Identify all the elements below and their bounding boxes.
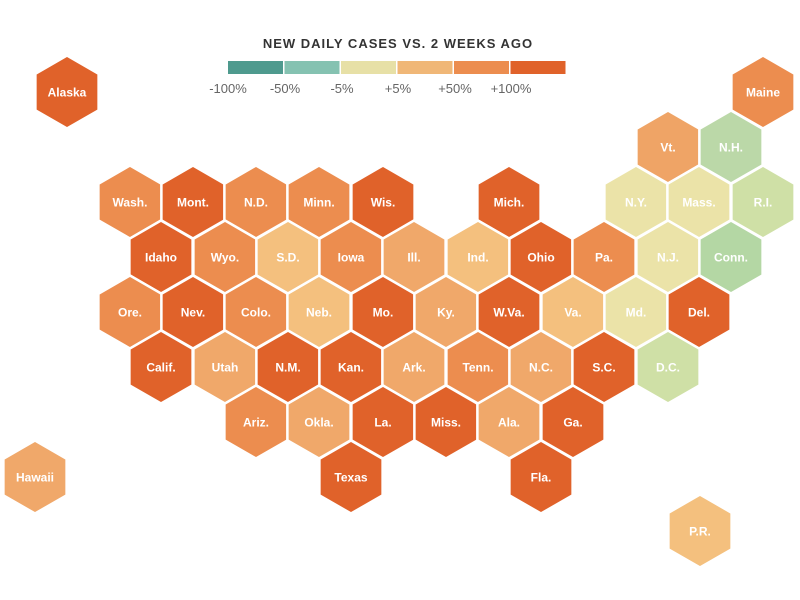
state-label: Alaska (48, 86, 87, 100)
state-hex-shape (667, 493, 733, 569)
state-label: Ala. (498, 416, 520, 430)
state-label: Wash. (113, 196, 148, 210)
state-label: Kan. (338, 361, 364, 375)
legend-swatch-p100 (510, 61, 566, 74)
state-label: S.D. (276, 251, 299, 265)
state-label: Ark. (402, 361, 425, 375)
legend-title: NEW DAILY CASES VS. 2 WEEKS AGO (263, 36, 533, 51)
state-label: Ohio (527, 251, 554, 265)
state-label: Md. (626, 306, 647, 320)
state-label: N.D. (244, 196, 268, 210)
state-label: Wyo. (211, 251, 239, 265)
state-hex-hawaii: Hawaii (2, 439, 68, 515)
legend-label: -100% (209, 81, 247, 96)
state-label: Texas (334, 471, 367, 485)
state-hex-d-c: D.C. (635, 329, 701, 405)
state-label: Utah (212, 361, 239, 375)
legend-swatch-p50 (454, 61, 509, 74)
state-label: Ill. (407, 251, 420, 265)
state-label: Neb. (306, 306, 332, 320)
state-label: Calif. (146, 361, 175, 375)
state-label: S.C. (592, 361, 615, 375)
state-hex-p-r: P.R. (667, 493, 733, 569)
state-label: Ind. (467, 251, 488, 265)
state-label: W.Va. (493, 306, 524, 320)
state-label: Tenn. (462, 361, 493, 375)
state-label: N.Y. (625, 196, 647, 210)
state-label: Ga. (563, 416, 582, 430)
state-label: Minn. (303, 196, 334, 210)
state-label: Conn. (714, 251, 748, 265)
state-hex-n-y: N.Y. (603, 164, 669, 240)
state-hex-texas: Texas (318, 439, 384, 515)
state-label: R.I. (754, 196, 773, 210)
state-hex-alaska: Alaska (34, 54, 100, 130)
state-hex-shape (635, 329, 701, 405)
state-label: Ariz. (243, 416, 269, 430)
state-label: Wis. (371, 196, 396, 210)
legend-label: -5% (330, 81, 354, 96)
legend-label: +100% (491, 81, 532, 96)
color-legend: NEW DAILY CASES VS. 2 WEEKS AGO -100% -50… (209, 36, 566, 96)
legend-labels: -100% -50% -5% +5% +50% +100% (209, 81, 532, 96)
state-hex-maine: Maine (730, 54, 796, 130)
state-hex-shape (318, 439, 384, 515)
state-hex-conn: Conn. (698, 219, 764, 295)
legend-label: +5% (385, 81, 412, 96)
state-label: Hawaii (16, 471, 54, 485)
state-label: Mo. (373, 306, 394, 320)
state-label: Mass. (682, 196, 715, 210)
state-label: Mont. (177, 196, 209, 210)
state-label: Miss. (431, 416, 461, 430)
state-label: Ore. (118, 306, 142, 320)
state-label: Vt. (660, 141, 675, 155)
state-hex-fla: Fla. (508, 439, 574, 515)
state-label: D.C. (656, 361, 680, 375)
state-label: Idaho (145, 251, 177, 265)
state-hex-n-j: N.J. (635, 219, 701, 295)
state-label: Mich. (494, 196, 525, 210)
state-label: Iowa (338, 251, 365, 265)
state-hex-wis: Wis. (350, 164, 416, 240)
state-label: Ky. (437, 306, 455, 320)
state-label: N.M. (275, 361, 300, 375)
state-label: Maine (746, 86, 780, 100)
state-label: Del. (688, 306, 710, 320)
state-hex-shape (34, 54, 100, 130)
legend-swatch-n5 (341, 61, 396, 74)
state-hex-shape (2, 439, 68, 515)
state-label: N.C. (529, 361, 553, 375)
state-hexagons: Alaska Maine Vt. N.H. Wash. Mont. N.D. Minn. Wis… (2, 54, 796, 569)
state-label: Pa. (595, 251, 613, 265)
legend-swatch-p5 (397, 61, 453, 74)
state-hex-ga: Ga. (540, 384, 606, 460)
state-label: P.R. (689, 525, 711, 539)
state-label: N.H. (719, 141, 743, 155)
state-hex-shape (508, 439, 574, 515)
state-label: Va. (564, 306, 581, 320)
state-label: N.J. (657, 251, 679, 265)
state-label: Okla. (304, 416, 333, 430)
legend-swatch-n50 (284, 61, 340, 74)
legend-label: +50% (438, 81, 472, 96)
state-label: Colo. (241, 306, 271, 320)
state-label: Fla. (531, 471, 552, 485)
state-label: La. (374, 416, 391, 430)
legend-label: -50% (270, 81, 301, 96)
state-label: Nev. (181, 306, 205, 320)
legend-swatch-n100 (228, 61, 283, 74)
legend-swatches (228, 61, 566, 74)
